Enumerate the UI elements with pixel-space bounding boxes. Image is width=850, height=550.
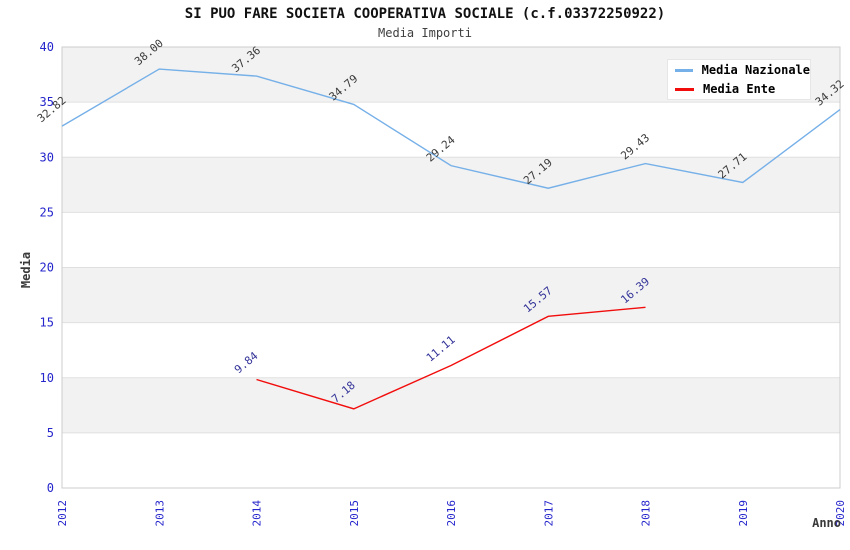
x-tick-label: 2012 (56, 500, 69, 527)
y-tick-label: 35 (40, 95, 54, 109)
legend: Media Nazionale Media Ente (667, 59, 811, 100)
legend-label: Media Ente (703, 82, 776, 96)
x-tick-label: 2016 (445, 500, 458, 527)
plot-band (62, 157, 840, 213)
y-tick-label: 40 (40, 40, 54, 54)
data-label: 11.11 (424, 333, 458, 364)
series-line-media-ente (256, 306, 646, 410)
plot-band (62, 377, 840, 433)
y-tick-label: 30 (40, 150, 54, 164)
legend-label: Media Nazionale (701, 63, 810, 77)
y-axis-title: Media (19, 252, 33, 288)
y-tick-label: 20 (40, 261, 54, 275)
x-tick-label: 2018 (640, 500, 653, 527)
x-tick-label: 2017 (542, 500, 555, 527)
y-tick-label: 15 (40, 316, 54, 330)
media-ente-line-swatch (675, 87, 694, 91)
chart-title: SI PUO FARE SOCIETA COOPERATIVA SOCIALE … (184, 6, 666, 22)
plot-band (62, 267, 840, 323)
x-tick-label: 2013 (153, 500, 166, 527)
y-tick-label: 10 (40, 371, 54, 385)
x-tick-label: 2015 (348, 500, 361, 527)
plot-border (61, 46, 841, 489)
y-tick-label: 0 (47, 481, 54, 495)
x-tick-label: 2019 (737, 500, 750, 527)
x-axis-title: Anno (812, 516, 841, 530)
legend-item-media-ente: Media Ente (675, 82, 810, 97)
y-tick-label: 25 (40, 205, 54, 219)
y-tick-label: 5 (47, 426, 54, 440)
legend-item-media-nazionale: Media Nazionale (675, 63, 810, 78)
chart-subtitle: Media Importi (378, 26, 472, 40)
series-line-media-nazionale (61, 68, 841, 189)
data-label: 9.84 (232, 349, 261, 376)
x-tick-label: 2014 (251, 500, 264, 527)
x-tick-label: 2020 (834, 500, 847, 527)
media-nazionale-line-swatch (675, 68, 693, 72)
